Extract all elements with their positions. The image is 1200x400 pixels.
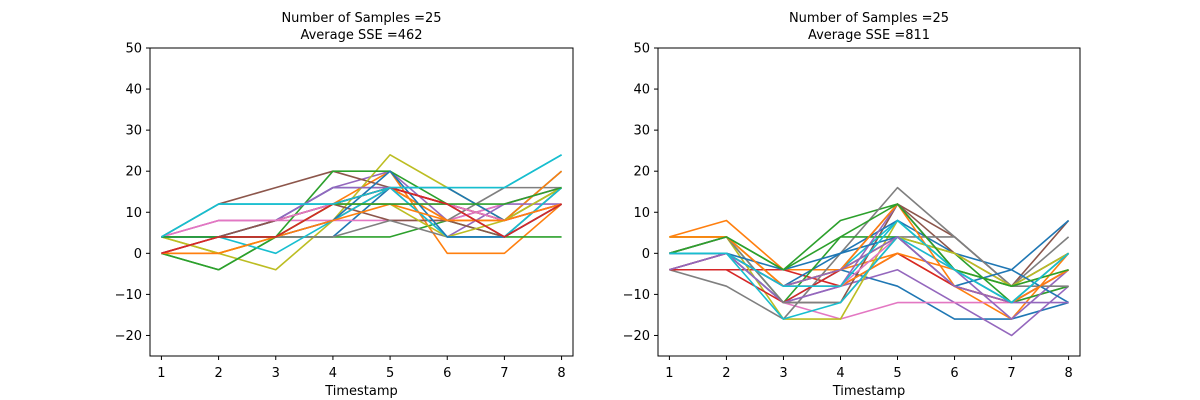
- y-tick-label: 10: [633, 206, 650, 221]
- x-tick-label: 3: [779, 366, 787, 381]
- x-tick-label: 4: [836, 366, 844, 381]
- chart-title-line-1: Number of Samples =25: [789, 11, 949, 26]
- y-tick-label: 30: [633, 124, 650, 139]
- x-axis-label: Timestamp: [832, 384, 906, 399]
- x-tick-label: 5: [386, 366, 394, 381]
- x-axis-label: Timestamp: [324, 384, 398, 399]
- y-tick-label: 50: [633, 42, 650, 57]
- x-tick-label: 8: [1064, 366, 1072, 381]
- x-tick-label: 3: [272, 366, 280, 381]
- x-tick-label: 6: [443, 366, 451, 381]
- x-tick-label: 7: [500, 366, 508, 381]
- chart-title-line-1: Number of Samples =25: [281, 11, 441, 26]
- y-tick-label: 40: [125, 83, 142, 98]
- x-tick-label: 5: [893, 366, 901, 381]
- chart-title-line-2: Average SSE =462: [300, 28, 422, 43]
- series-line-5: [669, 252, 1070, 337]
- x-tick-label: 7: [1007, 366, 1015, 381]
- y-tick-label: 20: [125, 165, 142, 180]
- y-tick-label: −20: [115, 329, 142, 344]
- y-tick-label: 40: [633, 83, 650, 98]
- x-tick-label: 1: [665, 366, 673, 381]
- x-tick-label: 2: [722, 366, 730, 381]
- plot-frame: [657, 47, 1081, 357]
- x-tick-label: 8: [557, 366, 565, 381]
- series-line-21: [669, 236, 1069, 304]
- chart-title-line-2: Average SSE =811: [808, 28, 930, 43]
- plot-frame: [149, 47, 574, 357]
- y-tick-label: −10: [623, 288, 650, 303]
- y-tick-label: 20: [633, 165, 650, 180]
- y-tick-label: 0: [642, 247, 650, 262]
- series-group: [161, 153, 563, 271]
- chart-panel-1: Number of Samples =25 Average SSE =462 1 2 3…: [115, 11, 574, 399]
- y-tick-label: −10: [115, 288, 142, 303]
- series-line-25: [161, 154, 562, 238]
- series-line-22: [161, 203, 562, 255]
- y-tick-label: 10: [125, 206, 142, 221]
- series-line-23: [669, 203, 1069, 287]
- y-tick-label: 0: [134, 247, 142, 262]
- x-tick-label: 2: [214, 366, 222, 381]
- x-tick-label: 4: [329, 366, 337, 381]
- chart-panel-2: Number of Samples =25 Average SSE =811 1 2 3…: [623, 11, 1081, 399]
- x-tick-label: 1: [157, 366, 165, 381]
- series-group: [669, 186, 1070, 337]
- x-tick-label: 6: [950, 366, 958, 381]
- y-tick-label: 50: [125, 42, 142, 57]
- y-tick-label: −20: [623, 329, 650, 344]
- series-line-25: [669, 219, 1070, 304]
- y-tick-label: 30: [125, 124, 142, 139]
